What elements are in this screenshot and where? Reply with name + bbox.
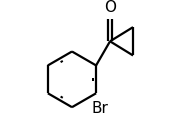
Text: O: O bbox=[104, 0, 116, 15]
Text: Br: Br bbox=[91, 101, 108, 116]
